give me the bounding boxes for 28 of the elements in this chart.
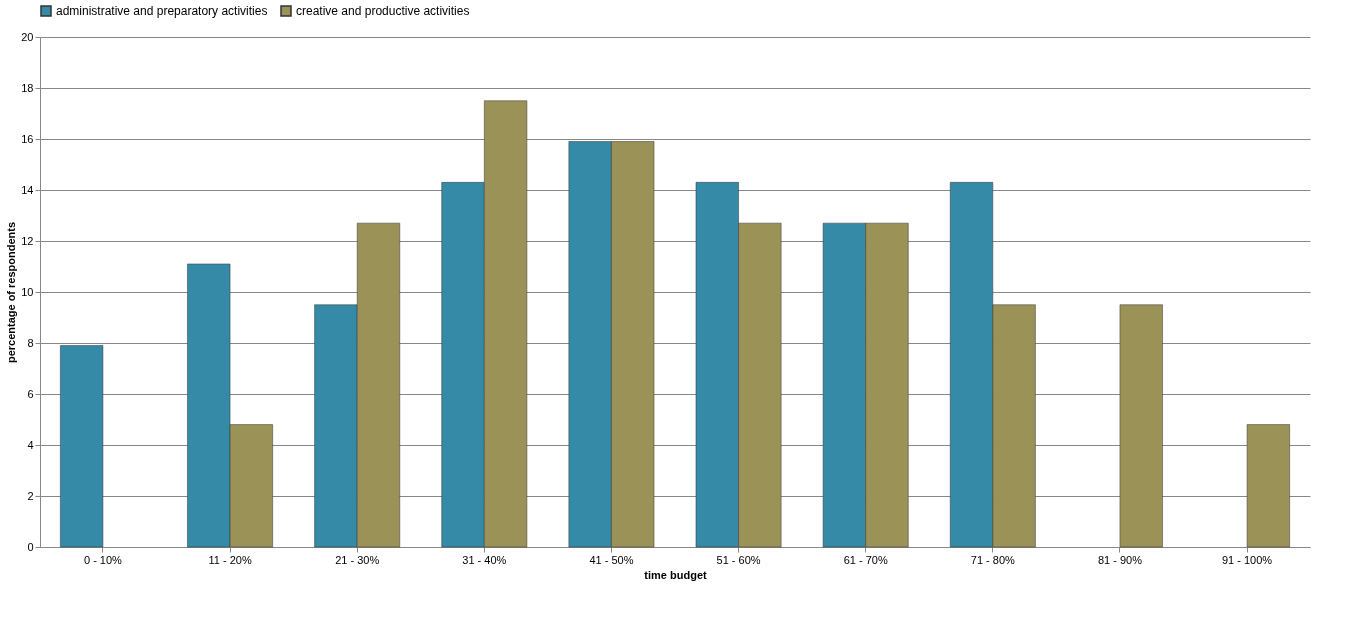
x-tick-label: 41 - 50% (589, 553, 634, 566)
x-axis-title: time budget (644, 568, 707, 581)
y-tick-label: 2 (27, 489, 34, 502)
x-tick-label: 81 - 90% (1097, 553, 1143, 566)
y-tick-label: 20 (21, 30, 34, 43)
y-tick-label: 12 (21, 234, 34, 247)
legend-label: administrative and preparatory activities (56, 4, 268, 18)
x-tick-label: 31 - 40% (462, 553, 507, 566)
y-tick-label: 18 (21, 81, 34, 94)
y-tick-label: 8 (27, 336, 34, 349)
y-tick-label: 6 (27, 387, 34, 400)
x-tick-label: 61 - 70% (843, 553, 888, 566)
x-tick-label: 11 - 20% (208, 553, 252, 566)
bar (1246, 424, 1290, 548)
bar (60, 345, 104, 548)
x-tick-label: 91 - 100% (1221, 553, 1273, 566)
y-tick-label: 10 (21, 285, 34, 298)
y-tick-label: 0 (27, 540, 34, 553)
x-tick-label: 51 - 60% (716, 553, 761, 566)
x-tick-label: 71 - 80% (970, 553, 1016, 566)
y-tick-label: 16 (21, 132, 34, 145)
bar (1119, 304, 1163, 548)
y-axis-title: percentage of respondents (5, 221, 18, 364)
y-tick-label: 14 (21, 183, 34, 196)
legend-label: creative and productive activities (296, 4, 470, 18)
x-tick-label: 0 - 10% (83, 553, 123, 566)
y-tick-label: 4 (27, 438, 34, 451)
x-tick-label: 21 - 30% (335, 553, 380, 566)
